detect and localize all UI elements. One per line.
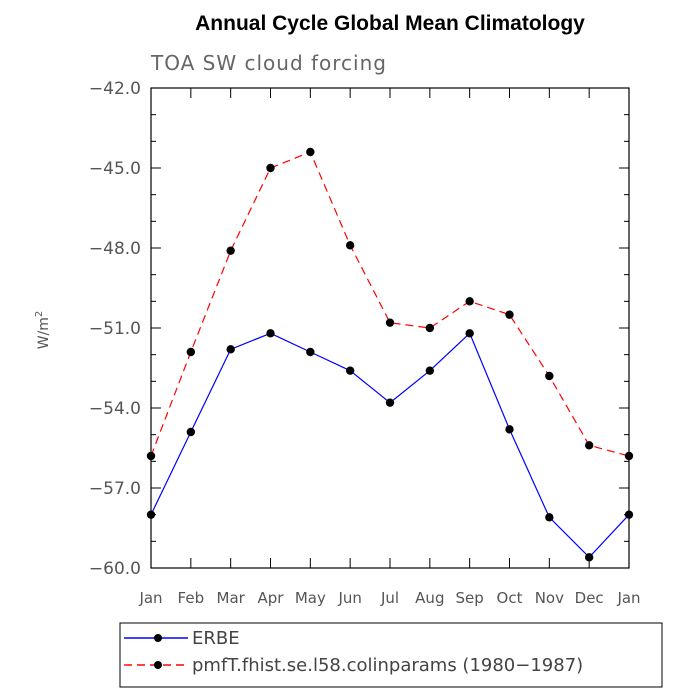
y-tick-label: −60.0	[89, 559, 141, 579]
x-tick-label: Jul	[380, 589, 399, 607]
y-axis-label-main: W/m	[36, 317, 52, 349]
data-point-series-1	[306, 147, 315, 157]
y-tick-label: −42.0	[89, 79, 141, 99]
x-tick-label: Jan	[616, 589, 640, 607]
data-point-series-1	[266, 163, 275, 173]
data-point-series-1	[465, 297, 474, 306]
y-tick-label: −45.0	[89, 159, 141, 179]
series-line-1	[150, 151, 630, 457]
y-axis-label-superscript: 2	[34, 311, 45, 317]
x-tick-label: Dec	[575, 589, 604, 607]
x-tick-label: Mar	[217, 589, 246, 607]
data-point-series-1	[624, 451, 634, 461]
data-point-series-0	[146, 510, 156, 519]
y-tick-label: −51.0	[89, 319, 141, 339]
data-point-series-1	[226, 246, 235, 255]
data-point-series-1	[186, 347, 196, 357]
data-point-series-1	[425, 323, 435, 333]
legend: ERBE pmfT.fhist.se.l58.colinparams (1980…	[119, 622, 663, 688]
data-point-series-1	[385, 318, 395, 327]
chart-title: Annual Cycle Global Mean Climatology	[195, 12, 585, 35]
data-point-series-0	[584, 553, 594, 562]
x-tick-label: Aug	[415, 589, 444, 607]
x-tick-label: Jun	[337, 589, 361, 607]
legend-marker-pmft	[154, 661, 162, 669]
data-point-series-0	[624, 510, 634, 519]
y-tick-label: −57.0	[89, 479, 141, 499]
x-tick-label: Sep	[456, 589, 484, 607]
x-tick-label: Apr	[258, 589, 285, 607]
data-point-series-1	[545, 371, 554, 381]
plot-frame	[150, 87, 630, 569]
x-tick-label: May	[295, 589, 326, 607]
x-tick-label: Nov	[535, 589, 564, 607]
data-point-series-1	[584, 441, 594, 450]
y-axis: −42.0 −45.0 −48.0 −51.0 −54.0 −57.0 −60.0	[89, 79, 629, 579]
data-point-series-0	[545, 513, 554, 522]
legend-label-pmft: pmfT.fhist.se.l58.colinparams (1980−1987…	[192, 655, 583, 676]
series-layer	[146, 147, 634, 562]
legend-marker-erbe	[154, 634, 162, 642]
chart-subtitle: TOA SW cloud forcing	[150, 51, 387, 75]
x-tick-label: Oct	[497, 589, 523, 607]
legend-label-erbe: ERBE	[192, 628, 240, 649]
x-tick-label: Jan	[138, 589, 162, 607]
data-point-series-0	[425, 366, 435, 375]
data-point-series-0	[385, 398, 395, 407]
x-tick-label: Feb	[178, 589, 205, 607]
y-tick-label: −48.0	[89, 239, 141, 259]
data-point-series-1	[146, 451, 156, 461]
data-point-series-0	[306, 347, 315, 357]
data-point-series-0	[266, 329, 275, 338]
data-point-series-1	[345, 241, 355, 250]
data-point-series-1	[505, 310, 514, 319]
data-point-series-0	[186, 427, 196, 437]
x-axis: Jan Feb Mar Apr May Jun Jul Aug Sep Oct Nov Dec Jan	[138, 88, 641, 607]
y-axis-label: W/m2	[34, 311, 52, 350]
series-line-0	[150, 332, 630, 559]
data-point-series-0	[465, 329, 474, 338]
y-tick-label: −54.0	[89, 399, 141, 419]
legend-box	[119, 622, 663, 688]
data-point-series-0	[226, 345, 235, 354]
data-point-series-0	[345, 366, 355, 375]
data-point-series-0	[505, 425, 514, 434]
